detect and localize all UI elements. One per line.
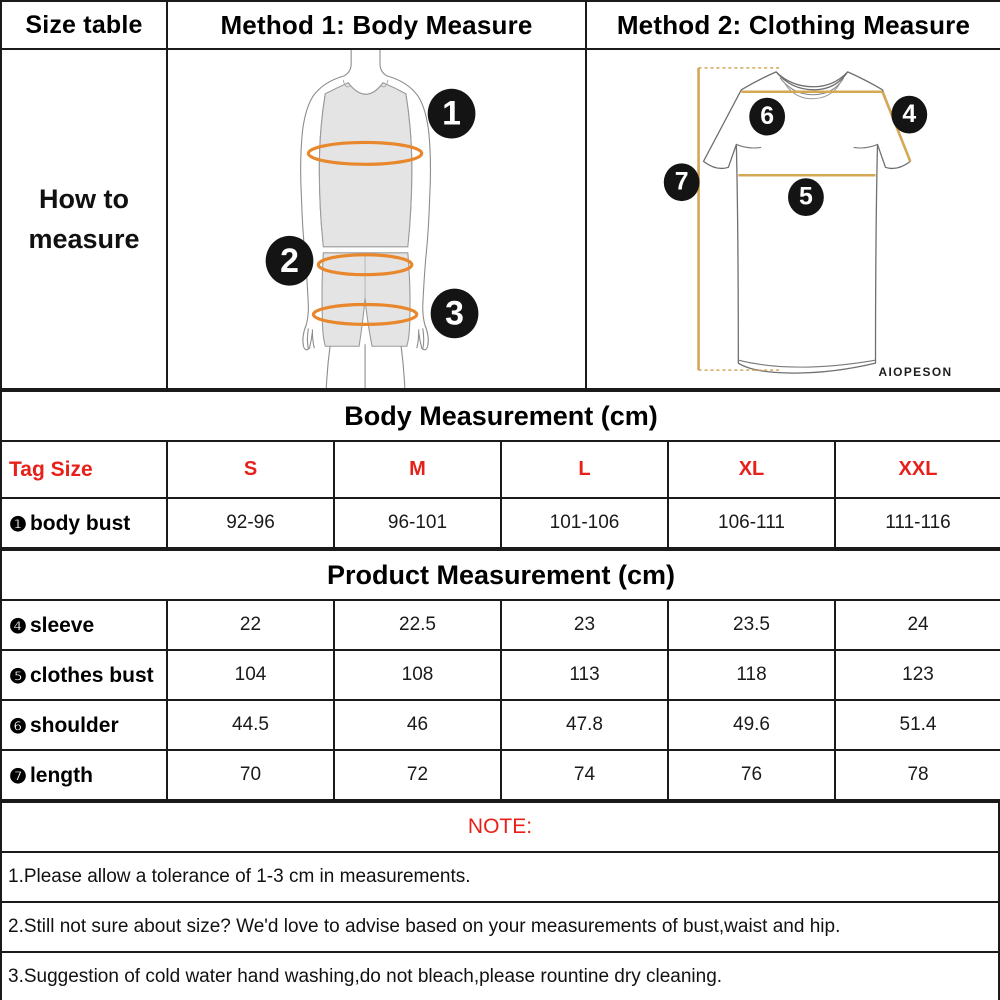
section-title-body: Body Measurement (cm) — [0, 390, 1000, 442]
note-line-3: 3.Suggestion of cold water hand washing,… — [0, 951, 1000, 1000]
cell-clothes-bust-m: 108 — [333, 649, 502, 701]
marker-icon-4: ❹ — [9, 615, 27, 638]
callout-label-6: 6 — [760, 103, 774, 130]
size-header-xl: XL — [667, 440, 836, 499]
marker-icon-5: ❺ — [9, 665, 27, 688]
row-label-text: clothes bust — [29, 663, 154, 687]
callout-badge-3: 3 — [430, 288, 479, 339]
body-figure-svg: 1 2 3 — [265, 50, 479, 388]
row-label-text: length — [29, 763, 93, 787]
header-method-1: Method 1: Body Measure — [166, 0, 587, 50]
cell-clothes-bust-xl: 118 — [667, 649, 836, 701]
clothing-measure-diagram: 6 4 5 7 — [585, 48, 1000, 390]
body-measure-diagram: 1 2 3 — [166, 48, 587, 390]
row-label-sleeve: ❹ sleeve — [0, 599, 168, 651]
shirt-figure-svg: 6 4 5 7 — [663, 67, 952, 379]
note-line-1: 1.Please allow a tolerance of 1-3 cm in … — [0, 851, 1000, 903]
size-header-xxl: XXL — [833, 440, 1000, 499]
shirt-outline — [702, 71, 911, 374]
cell-body-bust-m: 96-101 — [333, 497, 502, 549]
cell-shoulder-s: 44.5 — [166, 699, 335, 751]
cell-sleeve-xl: 23.5 — [667, 599, 836, 651]
diagram-table: Size table Method 1: Body Measure Method… — [0, 0, 1000, 390]
cell-length-l: 74 — [500, 749, 669, 801]
row-label-text: shoulder — [29, 713, 119, 737]
product-measurement-table: Product Measurement (cm) ❹ sleeve 22 22.5… — [0, 549, 1000, 801]
section-title-product: Product Measurement (cm) — [0, 549, 1000, 601]
table-row-shoulder: ❻ shoulder 44.5 46 47.8 49.6 51.4 — [0, 699, 1000, 751]
marker-icon-6: ❻ — [9, 715, 27, 738]
callout-label-1: 1 — [442, 95, 461, 133]
cell-sleeve-s: 22 — [166, 599, 335, 651]
row-label-body-bust: ❶ body bust — [0, 497, 168, 549]
measure-band-hip — [311, 302, 419, 326]
row-label-clothes-bust: ❺ clothes bust — [0, 649, 168, 701]
notes-title: NOTE: — [0, 801, 1000, 853]
row-label-shoulder: ❻ shoulder — [0, 699, 168, 751]
brand-watermark: AIOPESON — [878, 365, 952, 379]
callout-label-4: 4 — [902, 101, 916, 128]
cell-sleeve-m: 22.5 — [333, 599, 502, 651]
cell-clothes-bust-xxl: 123 — [833, 649, 1000, 701]
note-line-2: 2.Still not sure about size? We'd love t… — [0, 901, 1000, 953]
cell-sleeve-l: 23 — [500, 599, 669, 651]
table-row-body-bust: ❶ body bust 92-96 96-101 101-106 106-111 … — [0, 497, 1000, 549]
cell-body-bust-xxl: 111-116 — [833, 497, 1000, 549]
callout-label-2: 2 — [280, 242, 299, 280]
table-row-sleeve: ❹ sleeve 22 22.5 23 23.5 24 — [0, 599, 1000, 651]
header-method-2: Method 2: Clothing Measure — [585, 0, 1000, 50]
measure-band-waist — [316, 253, 414, 277]
cell-length-m: 72 — [333, 749, 502, 801]
cell-sleeve-xxl: 24 — [833, 599, 1000, 651]
callout-label-7: 7 — [675, 169, 689, 196]
tag-size-label: Tag Size — [0, 440, 168, 499]
notes-table: NOTE: 1.Please allow a tolerance of 1-3 … — [0, 801, 1000, 1000]
callout-label-5: 5 — [799, 184, 813, 211]
callout-label-3: 3 — [445, 294, 464, 332]
table-row-clothes-bust: ❺ clothes bust 104 108 113 118 123 — [0, 649, 1000, 701]
header-size-table: Size table — [0, 0, 168, 50]
cell-clothes-bust-l: 113 — [500, 649, 669, 701]
marker-icon-1: ❶ — [9, 513, 27, 536]
cell-body-bust-xl: 106-111 — [667, 497, 836, 549]
cell-length-xl: 76 — [667, 749, 836, 801]
marker-icon-7: ❼ — [9, 765, 27, 788]
how-to-measure-cell: How to measure — [0, 48, 168, 390]
body-measurement-table: Body Measurement (cm) Tag Size S M L XL … — [0, 390, 1000, 549]
table-row-length: ❼ length 70 72 74 76 78 — [0, 749, 1000, 801]
callout-badge-6: 6 — [749, 97, 786, 136]
cell-shoulder-xxl: 51.4 — [833, 699, 1000, 751]
size-header-l: L — [500, 440, 669, 499]
body-shorts — [321, 252, 411, 347]
cell-length-s: 70 — [166, 749, 335, 801]
row-label-text: body bust — [29, 511, 131, 535]
callout-badge-2: 2 — [265, 235, 314, 286]
row-label-text: sleeve — [29, 613, 95, 637]
cell-length-xxl: 78 — [833, 749, 1000, 801]
how-to-measure-line-2: measure — [28, 224, 140, 254]
cell-shoulder-m: 46 — [333, 699, 502, 751]
measure-band-bust — [306, 140, 424, 166]
callout-badge-5: 5 — [788, 178, 824, 217]
callout-badge-7: 7 — [663, 163, 700, 202]
callout-badge-1: 1 — [427, 88, 476, 139]
callout-badge-4: 4 — [891, 95, 928, 134]
cell-shoulder-xl: 49.6 — [667, 699, 836, 751]
cell-clothes-bust-s: 104 — [166, 649, 335, 701]
size-header-s: S — [166, 440, 335, 499]
cell-body-bust-s: 92-96 — [166, 497, 335, 549]
cell-body-bust-l: 101-106 — [500, 497, 669, 549]
cell-shoulder-l: 47.8 — [500, 699, 669, 751]
row-label-length: ❼ length — [0, 749, 168, 801]
how-to-measure-line-1: How to — [39, 183, 129, 214]
size-header-m: M — [333, 440, 502, 499]
